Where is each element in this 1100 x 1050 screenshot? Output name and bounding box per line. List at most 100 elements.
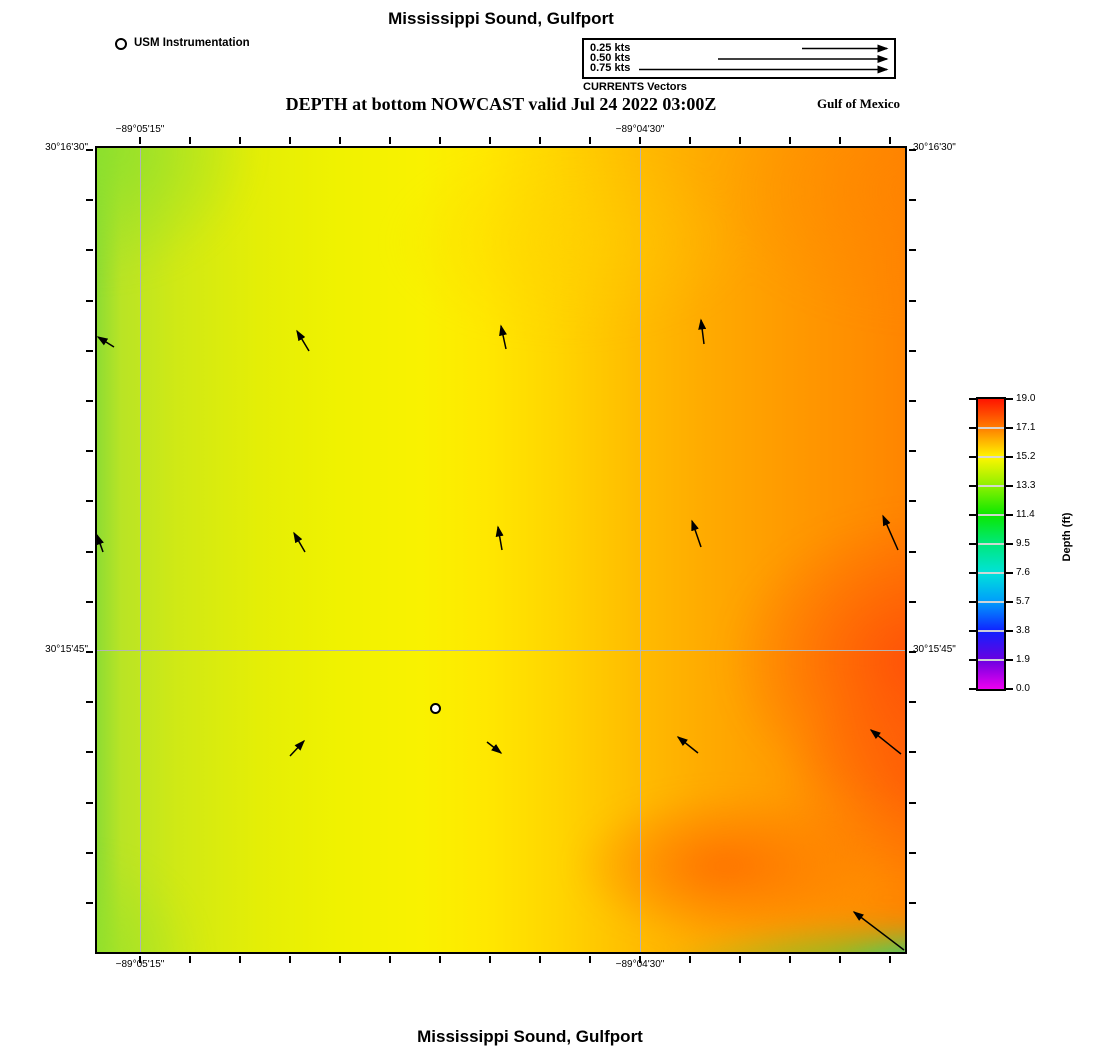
axis-tick	[909, 400, 916, 402]
lon-tick-label: −89°04'30"	[615, 124, 665, 135]
axis-tick	[909, 550, 916, 553]
axis-tick	[639, 956, 641, 963]
colorbar-tick-line	[978, 601, 1004, 603]
axis-tick	[689, 137, 691, 144]
current-vector-arrow	[296, 329, 310, 352]
axis-tick	[86, 500, 93, 503]
current-vector-arrow	[869, 729, 902, 755]
axis-tick	[86, 751, 93, 754]
colorbar-tick-label: 15.2	[1016, 451, 1036, 462]
colorbar-tick-line	[978, 514, 1004, 516]
currents-legend-caption: CURRENTS Vectors	[583, 81, 687, 93]
colorbar-tick	[969, 456, 976, 458]
colorbar-tick	[969, 688, 976, 690]
axis-tick	[86, 450, 93, 453]
lat-tick-label: 30°16'30"	[913, 142, 956, 153]
colorbar-tick-line	[978, 485, 1004, 487]
colorbar-tick-label: 13.3	[1016, 480, 1036, 491]
lon-tick-label: −89°05'15"	[115, 124, 165, 135]
depth-colorbar: 19.0 17.1 15.2 13.3 11.4 9.5 7.6 5.7 3.8 1.9 0.0	[969, 393, 1035, 694]
current-vector-arrow	[97, 533, 104, 553]
gulf-of-mexico-label: Gulf of Mexico	[816, 96, 900, 111]
current-vector-arrow	[499, 324, 507, 350]
colorbar-tick-label: 3.8	[1016, 625, 1030, 636]
colorbar-tick-label: 11.4	[1016, 509, 1035, 520]
colorbar-tick	[1006, 543, 1013, 545]
axis-tick	[909, 651, 916, 653]
colorbar-tick-label: 5.7	[1016, 596, 1030, 607]
axis-tick	[909, 751, 916, 754]
axis-tick	[889, 956, 891, 963]
current-vector-arrows	[97, 318, 905, 951]
colorbar-tick	[969, 630, 976, 632]
axis-tick	[239, 956, 241, 963]
axis-tick	[909, 299, 916, 302]
legend-scale-arrows	[639, 44, 889, 74]
gridline-vertical	[140, 148, 141, 952]
current-vector-arrow	[676, 736, 699, 754]
axis-tick	[739, 137, 741, 144]
current-vector-arrow	[289, 739, 306, 757]
colorbar-tick-label: 0.0	[1016, 683, 1030, 694]
axis-tick	[139, 137, 141, 144]
gridline-horizontal	[97, 650, 905, 651]
axis-tick	[389, 956, 391, 963]
axis-tick	[86, 651, 93, 653]
colorbar-tick	[1006, 659, 1013, 661]
colorbar-tick	[969, 398, 976, 400]
axis-tick	[839, 956, 841, 963]
axis-tick	[909, 249, 916, 252]
colorbar-tick	[969, 427, 976, 429]
lon-tick-label: −89°05'15"	[115, 959, 165, 970]
axis-tick	[439, 137, 441, 144]
current-vector-arrow	[882, 514, 899, 551]
colorbar-tick	[1006, 485, 1013, 487]
lon-tick-label: −89°04'30"	[615, 959, 665, 970]
axis-tick	[539, 956, 541, 963]
current-vector-arrow	[486, 741, 503, 754]
axis-tick	[589, 137, 591, 144]
colorbar-tick-label: 7.6	[1016, 567, 1030, 578]
axis-tick	[739, 956, 741, 963]
axis-tick	[339, 956, 341, 963]
axis-tick	[389, 137, 391, 144]
colorbar-tick	[1006, 601, 1013, 603]
axis-tick	[689, 956, 691, 963]
currents-scale-legend: 0.25 kts 0.50 kts 0.75 kts	[582, 38, 896, 79]
axis-tick	[86, 199, 93, 202]
colorbar-tick-label: 9.5	[1016, 538, 1030, 549]
axis-tick	[86, 400, 93, 402]
colorbar-axis-label: Depth (ft)	[1061, 512, 1073, 562]
legend-entry-075kts: 0.75 kts	[590, 62, 631, 74]
current-vector-arrow	[698, 318, 707, 345]
depth-color-field	[97, 148, 905, 952]
axis-tick	[86, 550, 93, 553]
lat-tick-label: 30°15'45"	[45, 644, 88, 655]
axis-tick	[909, 500, 916, 503]
axis-tick	[909, 149, 916, 151]
axis-tick	[909, 801, 916, 804]
axis-tick	[86, 851, 93, 854]
colorbar-tick	[1006, 630, 1013, 632]
depth-heatmap-plot	[86, 137, 916, 963]
axis-tick	[789, 956, 791, 963]
colorbar-tick	[969, 485, 976, 487]
colorbar-tick-label: 17.1	[1016, 422, 1036, 433]
axis-tick	[639, 137, 641, 144]
axis-tick	[839, 137, 841, 144]
axis-tick	[589, 956, 591, 963]
axis-tick	[909, 199, 916, 202]
axis-tick	[86, 902, 93, 904]
colorbar-tick-line	[978, 456, 1004, 458]
colorbar-tick	[969, 543, 976, 545]
lat-tick-label: 30°16'30"	[45, 142, 88, 153]
axis-tick	[339, 137, 341, 144]
colorbar-tick	[969, 659, 976, 661]
colorbar-tick	[969, 572, 976, 574]
nowcast-valid-time-title: DEPTH at bottom NOWCAST valid Jul 24 202…	[285, 94, 717, 114]
usm-station-legend-icon	[115, 38, 127, 50]
axis-tick	[86, 801, 93, 804]
axis-tick	[86, 349, 93, 352]
axis-tick	[909, 450, 916, 453]
current-vector-arrow	[691, 519, 702, 548]
